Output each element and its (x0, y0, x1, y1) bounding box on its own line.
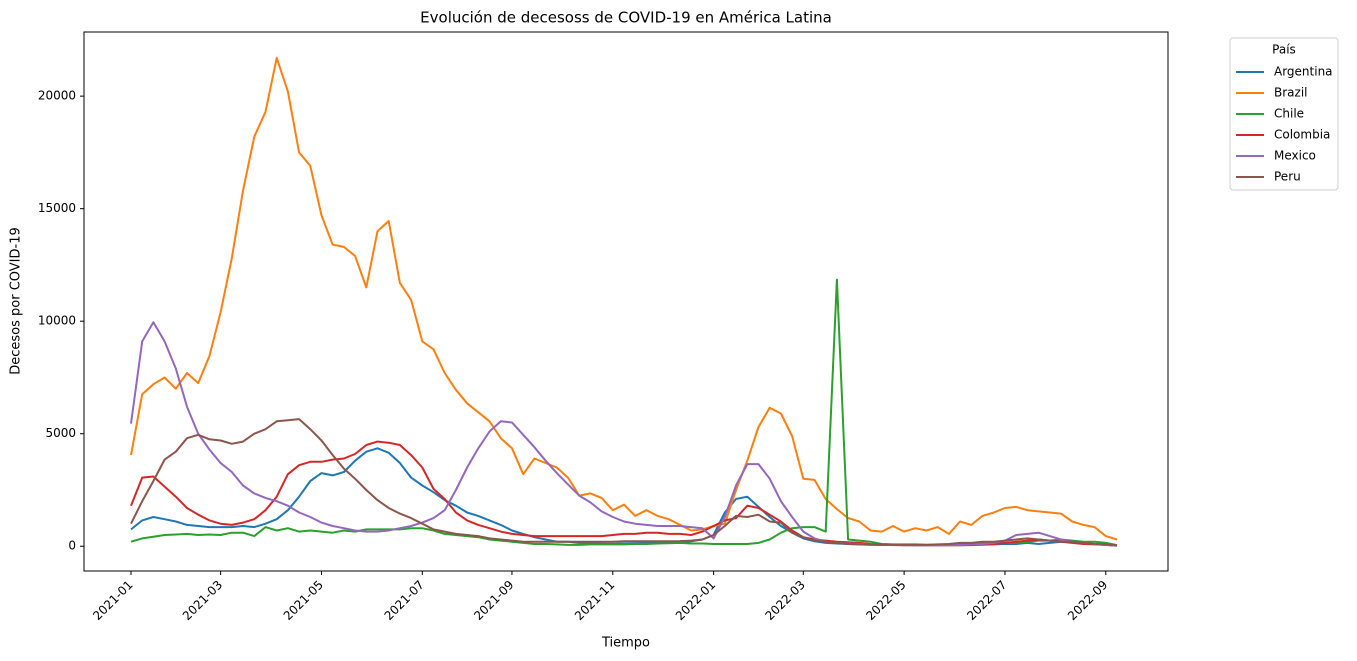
legend-label: Colombia (1274, 128, 1330, 142)
x-axis-label: Tiempo (601, 636, 650, 651)
y-axis-label: Decesos por COVID-19 (9, 227, 24, 375)
legend-label: Mexico (1274, 149, 1316, 163)
legend-label: Chile (1274, 107, 1304, 121)
y-tick-label: 5000 (45, 426, 76, 440)
y-tick-label: 10000 (38, 314, 76, 328)
x-tick-label: 2021-05 (281, 578, 326, 623)
legend-label: Brazil (1274, 86, 1308, 100)
plot-frame (83, 31, 1169, 572)
legend-title: País (1272, 43, 1296, 57)
x-tick-label: 2021-07 (382, 578, 427, 623)
legend-label: Argentina (1274, 65, 1333, 79)
chart-title: Evolución de decesoss de COVID-19 en Amé… (420, 9, 832, 27)
legend: País Argentina Brazil Chile Colombia Mexico P… (1229, 37, 1339, 191)
legend-box (1229, 37, 1339, 191)
y-tick-label: 20000 (38, 89, 76, 103)
x-tick-label: 2021-03 (180, 578, 225, 623)
x-tick-label: 2022-03 (763, 578, 808, 623)
line-series (130, 321, 1118, 547)
x-tick-label: 2022-01 (673, 578, 718, 623)
y-tick-label: 0 (68, 539, 76, 553)
line-series (130, 56, 1118, 541)
y-tick-label: 15000 (38, 201, 76, 215)
line-series (130, 418, 1118, 547)
x-tick-label: 2022-09 (1065, 578, 1110, 623)
x-tick-label: 2021-09 (471, 578, 516, 623)
line-series (130, 447, 1118, 547)
legend-label: Peru (1274, 170, 1301, 184)
x-tick-label: 2022-07 (964, 578, 1009, 623)
x-tick-label: 2021-01 (90, 578, 135, 623)
x-tick-label: 2022-05 (863, 578, 908, 623)
x-tick-label: 2021-11 (572, 578, 617, 623)
